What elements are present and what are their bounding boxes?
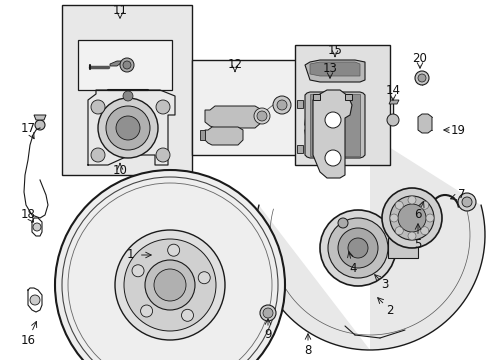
Polygon shape: [296, 145, 303, 153]
Polygon shape: [388, 100, 398, 104]
Circle shape: [327, 218, 387, 278]
Circle shape: [457, 193, 475, 211]
Text: 11: 11: [112, 4, 127, 17]
Polygon shape: [417, 114, 431, 133]
Polygon shape: [387, 238, 417, 258]
Text: 13: 13: [322, 62, 337, 75]
Circle shape: [181, 309, 193, 321]
Text: 5: 5: [413, 238, 421, 252]
Circle shape: [55, 170, 285, 360]
Circle shape: [420, 227, 428, 235]
Circle shape: [167, 244, 179, 256]
Circle shape: [276, 100, 286, 110]
Circle shape: [319, 210, 395, 286]
Circle shape: [425, 214, 433, 222]
Bar: [192, 60, 299, 155]
Polygon shape: [309, 62, 359, 76]
Circle shape: [35, 120, 45, 130]
Circle shape: [124, 239, 216, 331]
Circle shape: [145, 260, 195, 310]
Circle shape: [33, 223, 41, 231]
Bar: [78, 40, 172, 90]
Circle shape: [115, 230, 224, 340]
Polygon shape: [309, 94, 359, 156]
Circle shape: [120, 58, 134, 72]
Polygon shape: [110, 61, 121, 66]
Circle shape: [198, 272, 210, 284]
Circle shape: [397, 204, 425, 232]
Circle shape: [417, 74, 425, 82]
Text: 1: 1: [126, 248, 134, 261]
Text: 19: 19: [449, 123, 465, 136]
Polygon shape: [34, 115, 46, 120]
Circle shape: [386, 114, 398, 126]
Circle shape: [407, 196, 415, 204]
Circle shape: [263, 308, 272, 318]
Text: 10: 10: [112, 163, 127, 176]
Text: 15: 15: [327, 44, 342, 57]
Circle shape: [407, 232, 415, 240]
Circle shape: [91, 148, 105, 162]
Polygon shape: [200, 130, 204, 140]
Circle shape: [337, 228, 377, 268]
Circle shape: [253, 108, 269, 124]
Circle shape: [420, 201, 428, 209]
Circle shape: [123, 91, 133, 101]
Circle shape: [389, 214, 397, 222]
Circle shape: [394, 227, 403, 235]
Polygon shape: [204, 106, 262, 128]
Bar: [294, 45, 389, 165]
Circle shape: [394, 201, 403, 209]
Circle shape: [325, 112, 340, 128]
Circle shape: [156, 100, 170, 114]
Text: 7: 7: [457, 189, 465, 202]
Text: 14: 14: [385, 84, 400, 96]
Circle shape: [461, 197, 471, 207]
Circle shape: [257, 111, 266, 121]
Circle shape: [123, 61, 131, 69]
Bar: [62, 5, 192, 175]
Text: 17: 17: [20, 122, 36, 135]
Polygon shape: [312, 90, 351, 178]
Circle shape: [389, 196, 433, 240]
Circle shape: [106, 106, 150, 150]
Circle shape: [116, 116, 140, 140]
Circle shape: [91, 100, 105, 114]
Text: 16: 16: [20, 333, 36, 346]
Text: 8: 8: [304, 343, 311, 356]
Text: 3: 3: [381, 279, 388, 292]
Text: 9: 9: [264, 328, 271, 342]
Text: 18: 18: [20, 208, 35, 221]
Circle shape: [30, 295, 40, 305]
Circle shape: [154, 269, 185, 301]
Circle shape: [381, 188, 441, 248]
Circle shape: [414, 71, 428, 85]
Text: 12: 12: [227, 58, 242, 72]
Circle shape: [140, 305, 152, 317]
Text: 4: 4: [348, 261, 356, 274]
Circle shape: [337, 218, 347, 228]
Polygon shape: [305, 60, 364, 82]
Circle shape: [132, 265, 144, 277]
Text: 6: 6: [413, 208, 421, 221]
Circle shape: [325, 150, 340, 166]
Circle shape: [272, 96, 290, 114]
Circle shape: [98, 98, 158, 158]
Polygon shape: [345, 94, 351, 100]
Circle shape: [156, 148, 170, 162]
Polygon shape: [296, 100, 303, 108]
Circle shape: [260, 305, 275, 321]
Polygon shape: [204, 127, 243, 145]
Text: 2: 2: [386, 303, 393, 316]
Polygon shape: [255, 135, 484, 350]
Polygon shape: [305, 92, 364, 158]
Polygon shape: [312, 94, 319, 100]
Circle shape: [347, 238, 367, 258]
Text: 20: 20: [412, 51, 427, 64]
